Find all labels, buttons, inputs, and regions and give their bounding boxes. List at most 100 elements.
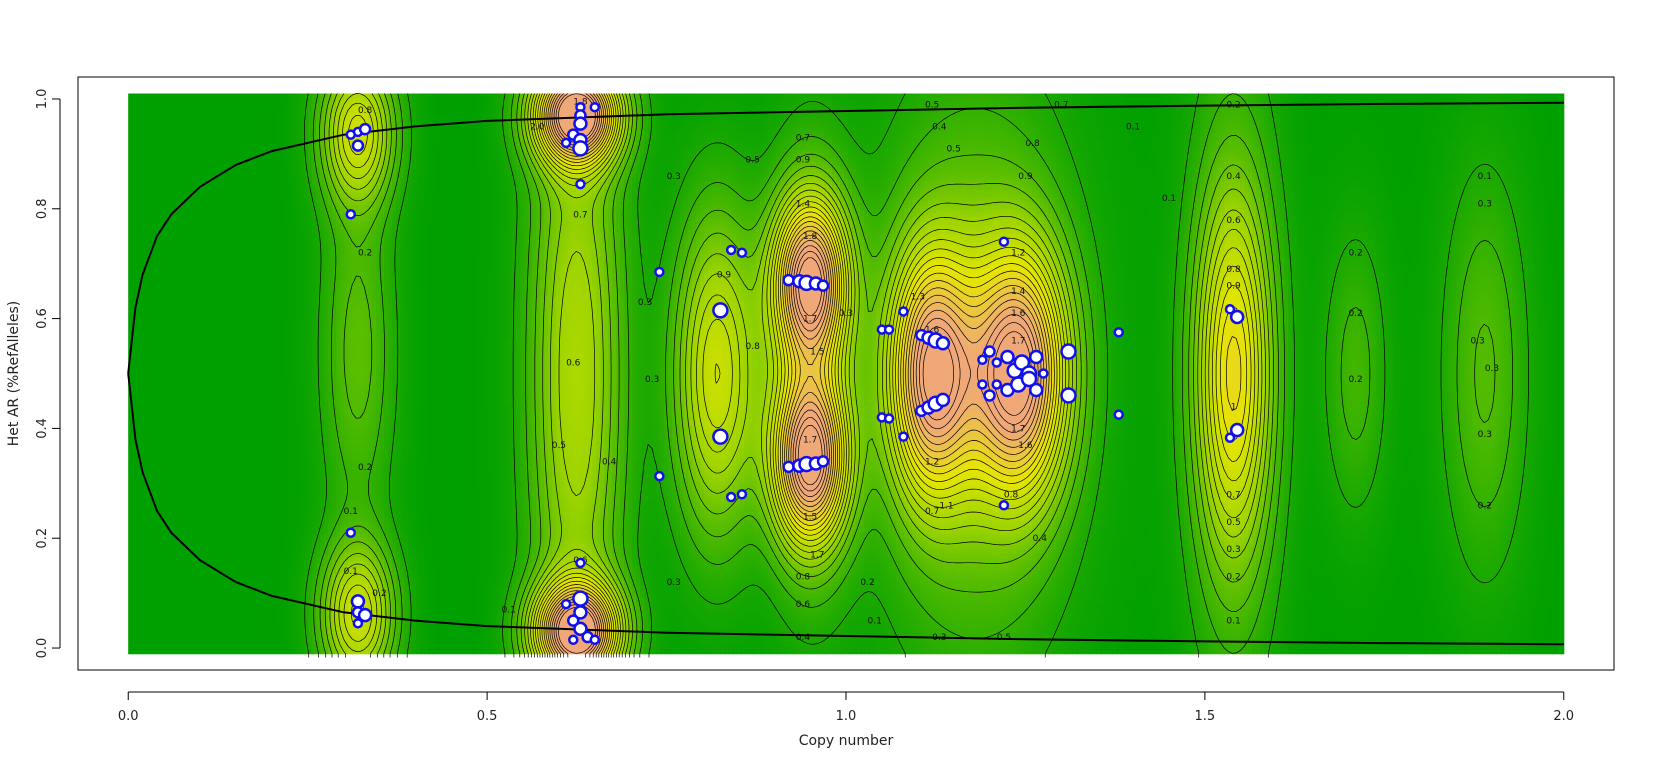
heatmap-cell <box>168 194 173 199</box>
heatmap-cell <box>172 278 177 283</box>
heatmap-cell <box>208 546 213 551</box>
heatmap-cell <box>180 486 185 491</box>
heatmap-cell <box>188 434 193 439</box>
heatmap-cell <box>208 110 213 115</box>
heatmap-cell <box>200 646 205 651</box>
heatmap-cell <box>184 322 189 327</box>
heatmap-cell <box>140 502 145 507</box>
heatmap-cell <box>164 346 169 351</box>
heatmap-cell <box>208 354 213 359</box>
heatmap-cell <box>156 494 161 499</box>
heatmap-cell <box>140 602 145 607</box>
heatmap-cell <box>160 618 165 623</box>
heatmap-cell <box>200 598 205 603</box>
heatmap-cell <box>180 290 185 295</box>
heatmap-cell <box>176 330 181 335</box>
heatmap-cell <box>140 294 145 299</box>
heatmap-cell <box>196 246 201 251</box>
heatmap-cell <box>204 298 209 303</box>
heatmap-cell <box>176 262 181 267</box>
heatmap-cell <box>132 126 137 131</box>
heatmap-cell <box>176 430 181 435</box>
heatmap-cell <box>176 190 181 195</box>
heatmap-cell <box>156 314 161 319</box>
heatmap-cell <box>144 626 149 631</box>
heatmap-cell <box>136 642 141 647</box>
heatmap-cell <box>148 578 153 583</box>
heatmap-cell <box>196 134 201 139</box>
heatmap-cell <box>152 434 157 439</box>
heatmap-cell <box>128 262 133 267</box>
heatmap-cell <box>168 158 173 163</box>
heatmap-cell <box>184 602 189 607</box>
heatmap-cell <box>164 138 169 143</box>
heatmap-cell <box>192 510 197 515</box>
heatmap-cell <box>148 418 153 423</box>
heatmap-cell <box>152 98 157 103</box>
heatmap-cell <box>132 558 137 563</box>
heatmap-cell <box>192 530 197 535</box>
heatmap-cell <box>168 590 173 595</box>
heatmap-cell <box>200 622 205 627</box>
heatmap-cell <box>168 142 173 147</box>
heatmap-cell <box>136 398 141 403</box>
heatmap-cell <box>164 306 169 311</box>
heatmap-cell <box>192 518 197 523</box>
heatmap-cell <box>168 506 173 511</box>
heatmap-cell <box>188 442 193 447</box>
heatmap-cell <box>144 558 149 563</box>
heatmap-cell <box>172 218 177 223</box>
heatmap-cell <box>132 374 137 379</box>
heatmap-cell <box>156 602 161 607</box>
heatmap-cell <box>180 614 185 619</box>
heatmap-cell <box>148 198 153 203</box>
heatmap-cell <box>192 626 197 631</box>
heatmap-cell <box>144 346 149 351</box>
heatmap-cell <box>148 542 153 547</box>
heatmap-cell <box>132 174 137 179</box>
heatmap-cell <box>172 354 177 359</box>
heatmap-cell <box>180 122 185 127</box>
heatmap-cell <box>184 250 189 255</box>
heatmap-cell <box>152 118 157 123</box>
heatmap-cell <box>168 318 173 323</box>
heatmap-cell <box>136 186 141 191</box>
heatmap-cell <box>140 358 145 363</box>
heatmap-cell <box>184 362 189 367</box>
heatmap-cell <box>200 398 205 403</box>
heatmap-cell <box>152 358 157 363</box>
heatmap-cell <box>172 482 177 487</box>
heatmap-cell <box>128 98 133 103</box>
heatmap-cell <box>172 114 177 119</box>
heatmap-cell <box>176 498 181 503</box>
heatmap-cell <box>200 498 205 503</box>
heatmap-cell <box>160 642 165 647</box>
heatmap-cell <box>180 490 185 495</box>
heatmap-cell <box>168 330 173 335</box>
heatmap-cell <box>136 166 141 171</box>
heatmap-cell <box>156 502 161 507</box>
heatmap-cell <box>204 650 209 655</box>
heatmap-cell <box>204 274 209 279</box>
heatmap-cell <box>192 266 197 271</box>
heatmap-cell <box>168 374 173 379</box>
heatmap-cell <box>200 522 205 527</box>
heatmap-cell <box>132 270 137 275</box>
heatmap-cell <box>132 458 137 463</box>
heatmap-cell <box>164 650 169 655</box>
heatmap-cell <box>196 242 201 247</box>
heatmap-cell <box>152 570 157 575</box>
heatmap-cell <box>180 434 185 439</box>
heatmap-cell <box>204 370 209 375</box>
heatmap-cell <box>148 414 153 419</box>
heatmap-cell <box>168 178 173 183</box>
heatmap-cell <box>136 630 141 635</box>
heatmap-cell <box>152 218 157 223</box>
heatmap-cell <box>184 154 189 159</box>
heatmap-cell <box>128 462 133 467</box>
heatmap-cell <box>180 418 185 423</box>
heatmap-cell <box>208 514 213 519</box>
heatmap-cell <box>212 274 217 279</box>
heatmap-cell <box>160 122 165 127</box>
heatmap-cell <box>188 450 193 455</box>
